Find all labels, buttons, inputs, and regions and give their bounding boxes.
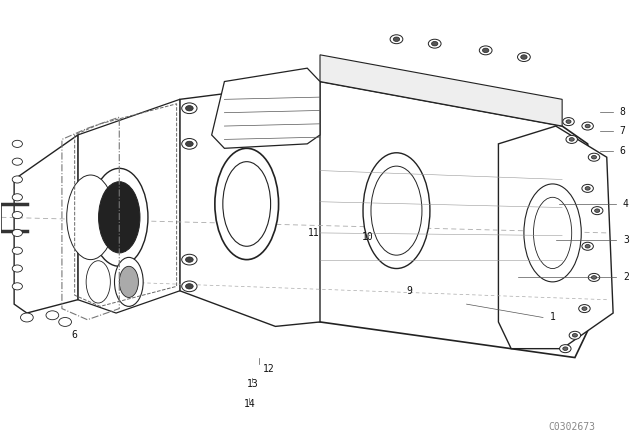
Text: 2: 2: [623, 272, 629, 282]
Ellipse shape: [119, 266, 138, 297]
Circle shape: [431, 42, 438, 46]
Circle shape: [521, 55, 527, 59]
Circle shape: [479, 46, 492, 55]
Circle shape: [12, 194, 22, 201]
Circle shape: [12, 229, 22, 237]
Circle shape: [591, 276, 596, 279]
Circle shape: [12, 211, 22, 219]
Circle shape: [483, 48, 489, 52]
Polygon shape: [14, 135, 78, 313]
Ellipse shape: [91, 168, 148, 266]
Circle shape: [579, 305, 590, 313]
Text: 12: 12: [263, 364, 275, 374]
Polygon shape: [212, 68, 320, 148]
Circle shape: [588, 273, 600, 281]
Ellipse shape: [534, 197, 572, 268]
Circle shape: [566, 135, 577, 143]
Circle shape: [563, 347, 568, 350]
Circle shape: [582, 122, 593, 130]
Circle shape: [585, 187, 590, 190]
Text: 13: 13: [247, 379, 259, 389]
Circle shape: [59, 318, 72, 327]
Circle shape: [595, 209, 600, 212]
Ellipse shape: [223, 162, 271, 246]
Text: 6: 6: [72, 330, 77, 340]
Circle shape: [582, 185, 593, 192]
Text: 14: 14: [244, 399, 256, 409]
Polygon shape: [275, 82, 607, 358]
Circle shape: [20, 313, 33, 322]
Ellipse shape: [363, 153, 430, 268]
Circle shape: [572, 333, 577, 337]
Circle shape: [186, 284, 193, 289]
Polygon shape: [78, 99, 180, 313]
Circle shape: [182, 138, 197, 149]
Circle shape: [591, 207, 603, 215]
Circle shape: [12, 247, 22, 254]
Circle shape: [186, 106, 193, 111]
Circle shape: [186, 257, 193, 262]
Circle shape: [394, 37, 399, 42]
Ellipse shape: [524, 184, 581, 282]
Circle shape: [428, 39, 441, 48]
Circle shape: [585, 245, 590, 248]
Circle shape: [12, 265, 22, 272]
Text: C0302673: C0302673: [548, 422, 595, 431]
Circle shape: [12, 140, 22, 147]
Ellipse shape: [67, 175, 115, 260]
Circle shape: [585, 124, 590, 128]
Circle shape: [12, 283, 22, 290]
Circle shape: [582, 307, 587, 310]
Text: 11: 11: [308, 228, 319, 238]
Text: 8: 8: [620, 107, 626, 117]
Text: 1: 1: [550, 313, 556, 323]
Text: 7: 7: [620, 125, 626, 135]
Text: 4: 4: [623, 199, 629, 209]
Circle shape: [569, 138, 574, 141]
Text: 9: 9: [406, 286, 412, 296]
Polygon shape: [499, 126, 613, 349]
Circle shape: [559, 345, 571, 353]
Circle shape: [582, 242, 593, 250]
Circle shape: [566, 120, 571, 123]
Circle shape: [12, 158, 22, 165]
Text: 6: 6: [620, 146, 626, 155]
Text: 10: 10: [362, 233, 374, 242]
Circle shape: [390, 35, 403, 44]
Ellipse shape: [371, 166, 422, 255]
Text: 3: 3: [623, 235, 629, 245]
Circle shape: [182, 281, 197, 292]
Polygon shape: [180, 82, 320, 327]
Circle shape: [182, 103, 197, 114]
Circle shape: [569, 332, 580, 339]
Circle shape: [518, 52, 531, 61]
Circle shape: [588, 153, 600, 161]
Ellipse shape: [215, 148, 278, 260]
Polygon shape: [320, 55, 562, 126]
Ellipse shape: [115, 258, 143, 306]
Circle shape: [182, 254, 197, 265]
Circle shape: [186, 141, 193, 146]
Circle shape: [12, 176, 22, 183]
Ellipse shape: [99, 182, 140, 253]
Circle shape: [591, 155, 596, 159]
Ellipse shape: [86, 261, 110, 303]
Circle shape: [563, 117, 574, 125]
Circle shape: [46, 311, 59, 320]
